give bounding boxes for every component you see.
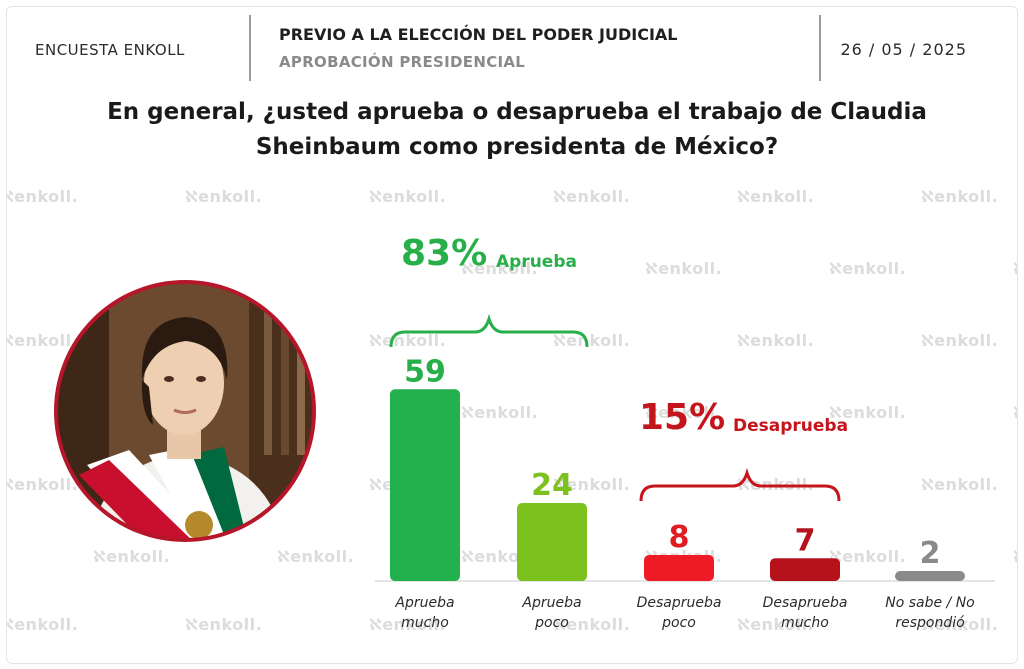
- watermark: ℵenkoll.: [6, 187, 79, 206]
- watermark: ℵenkoll.: [185, 615, 263, 634]
- header-subtitle: APROBACIÓN PRESIDENCIAL: [279, 53, 526, 71]
- watermark: ℵenkoll.: [921, 331, 999, 350]
- watermark: ℵenkoll.: [829, 403, 907, 422]
- bar-value-label: 24: [531, 468, 573, 503]
- watermark: ℵenkoll.: [1013, 547, 1017, 566]
- question-line-1: En general, ¿usted aprueba o desaprueba …: [107, 99, 927, 125]
- category-label: Aprueba poco: [492, 593, 612, 633]
- watermark: ℵenkoll.: [829, 259, 907, 278]
- watermark: ℵenkoll.: [369, 187, 447, 206]
- bar: [390, 389, 460, 581]
- bar: [770, 558, 840, 581]
- header-title: PREVIO A LA ELECCIÓN DEL PODER JUDICIAL: [279, 25, 678, 44]
- category-label-line: Aprueba: [395, 595, 455, 611]
- watermark: ℵenkoll.: [737, 615, 815, 634]
- watermark: ℵenkoll.: [461, 403, 539, 422]
- category-label: No sabe / No respondió: [870, 593, 990, 633]
- watermark: ℵenkoll.: [369, 331, 447, 350]
- watermark: ℵenkoll.: [921, 187, 999, 206]
- watermark: ℵenkoll.: [553, 331, 631, 350]
- header-divider-left: [249, 15, 251, 81]
- category-label: Desaprueba poco: [619, 593, 739, 633]
- question-line-2: Sheinbaum como presidenta de México?: [255, 134, 779, 160]
- header-divider-right: [819, 15, 821, 81]
- watermark: ℵenkoll.: [921, 615, 999, 634]
- infographic-frame: ENCUESTA ENKOLL PREVIO A LA ELECCIÓN DEL…: [6, 6, 1018, 664]
- watermark: ℵenkoll.: [6, 475, 79, 494]
- watermark: ℵenkoll.: [369, 615, 447, 634]
- approve-brace: [389, 313, 589, 348]
- watermark: ℵenkoll.: [185, 187, 263, 206]
- watermark: ℵenkoll.: [553, 475, 631, 494]
- category-label-line: Desaprueba: [762, 595, 848, 611]
- disapprove-total-percent: 15%: [639, 397, 726, 438]
- category-label-line: respondió: [895, 615, 965, 631]
- watermark: ℵenkoll.: [461, 259, 539, 278]
- category-label-line: Aprueba: [522, 595, 582, 611]
- watermark: ℵenkoll.: [1013, 259, 1017, 278]
- category-label-line: poco: [535, 615, 569, 631]
- watermark: ℵenkoll.: [6, 615, 79, 634]
- bar-value-label: 7: [795, 523, 816, 558]
- watermark: ℵenkoll.: [645, 403, 723, 422]
- watermark: ℵenkoll.: [921, 475, 999, 494]
- category-label-line: poco: [662, 615, 696, 631]
- bar-value-label: 2: [920, 536, 941, 571]
- watermark: ℵenkoll.: [737, 187, 815, 206]
- category-label-line: Desaprueba: [636, 595, 722, 611]
- watermark: ℵenkoll.: [737, 331, 815, 350]
- approve-total-label: Aprueba: [496, 252, 577, 272]
- category-label-line: No sabe / No: [885, 595, 975, 611]
- watermark: ℵenkoll.: [553, 615, 631, 634]
- disapprove-brace: [639, 467, 841, 502]
- bar: [895, 571, 965, 581]
- president-portrait: [54, 280, 316, 542]
- watermark: ℵenkoll.: [553, 187, 631, 206]
- approval-bar-chart: 59 24 8 7 2: [375, 313, 995, 582]
- watermark: ℵenkoll.: [93, 547, 171, 566]
- watermark: ℵenkoll.: [6, 331, 79, 350]
- survey-source: ENCUESTA ENKOLL: [35, 41, 185, 59]
- bar-value-label: 59: [404, 354, 446, 389]
- watermark: ℵenkoll.: [645, 259, 723, 278]
- category-label: Aprueba mucho: [365, 593, 485, 633]
- disapprove-total-label: Desaprueba: [733, 416, 849, 436]
- bar-value-label: 8: [669, 520, 690, 555]
- category-label-line: mucho: [401, 615, 449, 631]
- watermark: ℵenkoll.: [829, 547, 907, 566]
- approve-total-percent: 83%: [401, 233, 488, 274]
- watermark: ℵenkoll.: [277, 547, 355, 566]
- category-label: Desaprueba mucho: [745, 593, 865, 633]
- bar: [644, 555, 714, 581]
- survey-question: En general, ¿usted aprueba o desaprueba …: [67, 95, 967, 165]
- bar: [517, 503, 587, 581]
- bars-group: 59 24 8 7 2: [390, 354, 965, 581]
- header-date: 26 / 05 / 2025: [840, 40, 967, 59]
- watermark: ℵenkoll.: [1013, 403, 1017, 422]
- category-label-line: mucho: [781, 615, 829, 631]
